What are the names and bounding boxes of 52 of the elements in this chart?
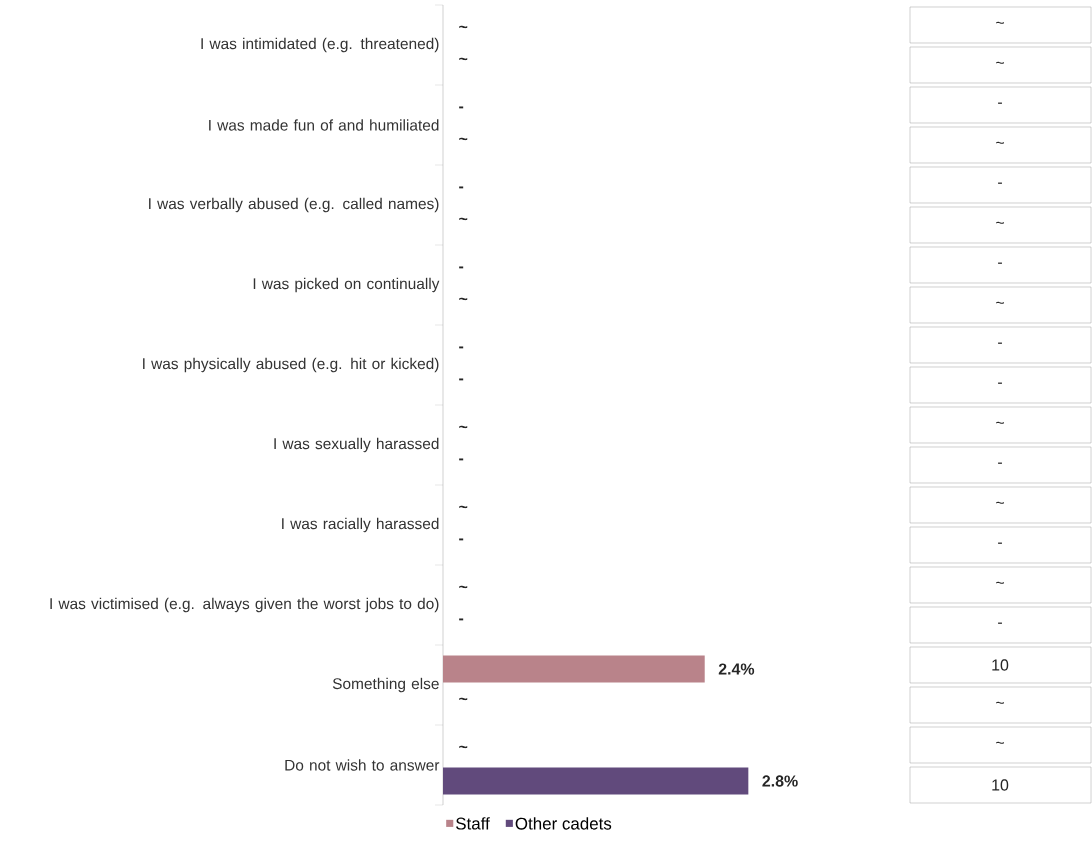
- text: ~: [459, 505, 468, 509]
- text: ~: [996, 21, 1004, 24]
- text: -: [459, 346, 464, 349]
- text: ~: [996, 741, 1004, 744]
- text: -: [459, 266, 464, 269]
- text: -: [459, 106, 464, 109]
- legend-label: Staff: [456, 817, 490, 830]
- y-tick-label: I was picked on continually: [253, 277, 440, 293]
- text: -: [998, 382, 1002, 384]
- y-tick-label: I was verbally abused (e.g. called names): [149, 197, 439, 213]
- text: -: [998, 262, 1002, 264]
- legend-label: Other cadets: [515, 817, 612, 830]
- y-tick-label: I was intimidated (e.g. threatened): [201, 37, 439, 53]
- text: -: [459, 538, 464, 541]
- text: ~: [459, 745, 468, 749]
- text: ~: [996, 221, 1004, 224]
- text: 10: [992, 659, 1009, 671]
- text: -: [998, 622, 1002, 624]
- text: ~: [996, 141, 1004, 144]
- text: ~: [459, 137, 468, 141]
- text: -: [459, 618, 464, 621]
- text: ~: [459, 217, 468, 221]
- text: -: [998, 342, 1002, 344]
- text: ~: [996, 301, 1004, 304]
- text: -: [459, 186, 464, 189]
- data-label: 2.4%: [718, 663, 755, 675]
- y-tick-label: I was victimised (e.g. always given the worst jobs to do): [50, 597, 439, 613]
- y-tick-label: Something else: [332, 677, 439, 693]
- text: ~: [459, 297, 468, 301]
- text: ~: [459, 585, 468, 589]
- text: ~: [996, 61, 1004, 64]
- text: ~: [459, 57, 468, 61]
- text: ~: [996, 701, 1004, 704]
- y-tick-label: I was physically abused (e.g. hit or kicked): [143, 357, 439, 373]
- y-tick-label: I was sexually harassed: [274, 437, 439, 453]
- text: -: [459, 458, 464, 461]
- text: -: [459, 378, 464, 381]
- text: ~: [459, 697, 468, 701]
- data-label: 2.8%: [762, 775, 798, 787]
- y-tick-label: I was made fun of and humiliated: [209, 119, 439, 131]
- y-tick-label: I was racially harassed: [282, 517, 439, 533]
- text: -: [998, 182, 1002, 184]
- text: ~: [996, 501, 1004, 504]
- text: ~: [996, 421, 1004, 424]
- text: ~: [459, 25, 468, 29]
- text: -: [998, 462, 1002, 464]
- text: ~: [996, 581, 1004, 584]
- text: 10: [992, 779, 1009, 791]
- y-tick-label: Do not wish to answer: [285, 759, 440, 771]
- text: -: [998, 542, 1002, 544]
- text: ~: [459, 425, 468, 429]
- text: -: [998, 102, 1002, 104]
